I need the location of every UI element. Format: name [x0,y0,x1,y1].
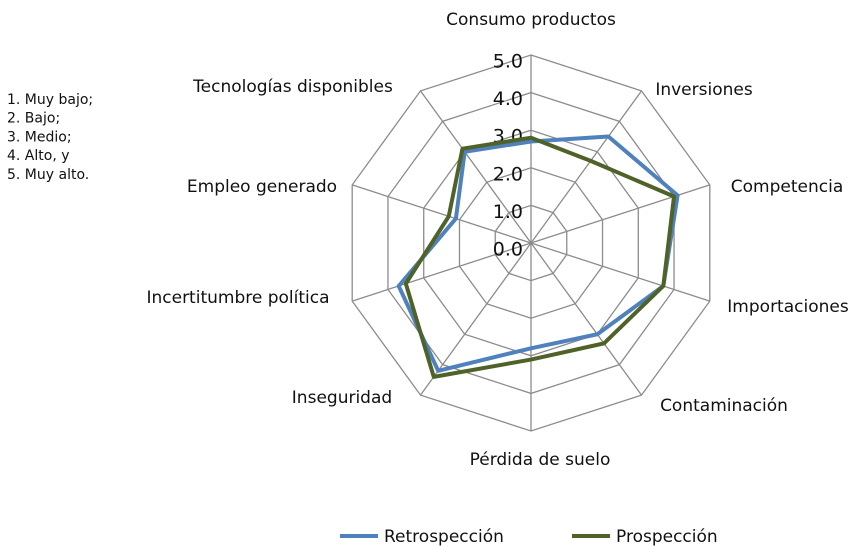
annotation: 1. Muy bajo; [7,92,93,108]
spoke [352,184,532,244]
y-tick-label: 1.0 [493,201,523,223]
category-label: Tecnologías disponibles [192,77,393,97]
y-tick-label: 5.0 [493,51,523,73]
spoke [352,242,532,302]
annotation: 3. Medio; [7,129,72,145]
category-label: Consumo productos [446,10,616,30]
annotation: 5. Muy alto. [7,167,89,183]
series-line [403,135,677,379]
y-tick-label: 2.0 [493,163,523,185]
series-line [396,134,680,373]
spoke [530,242,710,302]
spoke [530,242,643,396]
spoke [530,184,710,244]
y-tick-label: 4.0 [493,88,523,110]
annotation: 2. Bajo; [7,111,60,127]
spoke [419,90,532,244]
category-label: Empleo generado [187,177,337,197]
category-label: Competencia [731,177,843,197]
y-tick-label: 0.0 [493,239,523,261]
category-label: Inversiones [655,80,753,100]
category-label: Importaciones [727,297,849,317]
category-label: Contaminación [660,396,788,416]
category-label: Incertitumbre política [146,288,329,308]
category-label: Inseguridad [292,388,392,408]
legend-label: Prospección [616,527,718,547]
annotation: 4. Alto, y [7,148,70,164]
category-label: Pérdida de suelo [470,450,611,470]
legend-label: Retrospección [384,527,504,547]
spoke [530,90,643,244]
